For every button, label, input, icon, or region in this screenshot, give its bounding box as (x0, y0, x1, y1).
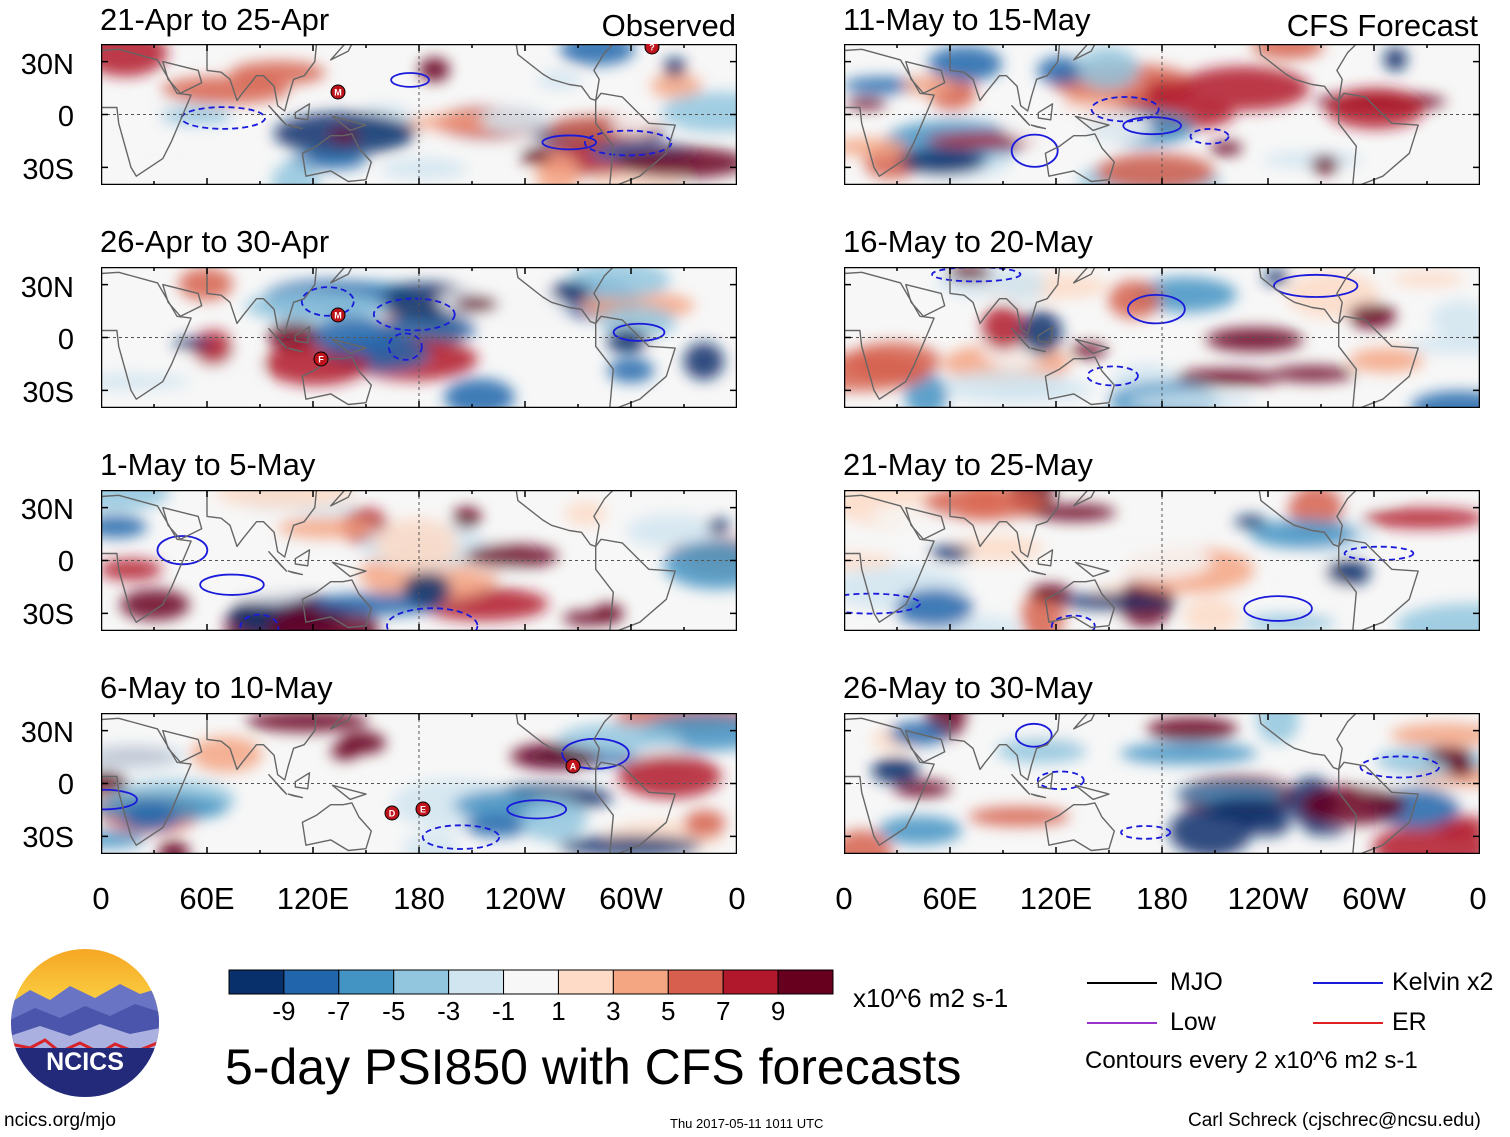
lon-tick-left-60e: 60E (179, 881, 235, 916)
map-panel-left-2: MF (101, 267, 737, 408)
lat-tick-30s-3: 30S (22, 599, 74, 631)
colorbar-tick-label: 3 (606, 996, 621, 1026)
contour-note: Contours every 2 x10^6 m2 s-1 (1085, 1047, 1418, 1074)
lat-tick-30s-2: 30S (22, 377, 74, 409)
storm-marker: A (565, 758, 581, 774)
colorbar-swatch (393, 969, 450, 995)
panel-title-right-3: 21-May to 25-May (843, 447, 1093, 482)
lat-tick-0-4: 0 (57, 769, 74, 801)
legend-mjo-line (1087, 982, 1157, 984)
lon-tick-left-120e: 120E (276, 881, 350, 916)
colorbar-tick-label: 9 (770, 996, 786, 1026)
map-panel-right-4 (844, 713, 1480, 854)
lat-tick-0-1: 0 (57, 101, 74, 133)
lon-tick-left-120w: 120W (484, 881, 566, 916)
colorbar-swatch (228, 969, 285, 995)
legend-mjo-label: MJO (1170, 968, 1223, 996)
lat-tick-30s-4: 30S (22, 822, 74, 854)
storm-marker: E (415, 801, 431, 817)
lon-tick-left-0: 0 (92, 881, 110, 916)
lon-tick-right-180: 180 (1136, 881, 1188, 916)
lat-tick-0-2: 0 (57, 324, 74, 356)
lon-tick-right-120w: 120W (1227, 881, 1309, 916)
lon-tick-left-180: 180 (393, 881, 445, 916)
panel-title-right-4: 26-May to 30-May (843, 670, 1093, 705)
colorbar-swatch (338, 969, 395, 995)
observed-label: Observed (601, 8, 736, 43)
panel-title-left-4: 6-May to 10-May (100, 670, 333, 705)
ncics-logo: NCICS (10, 948, 160, 1098)
storm-marker: M (330, 84, 346, 100)
lat-tick-30s-1: 30S (22, 154, 74, 186)
colorbar-tick-label: -3 (437, 996, 461, 1026)
lon-tick-right-60e: 60E (922, 881, 978, 916)
colorbar (228, 969, 834, 995)
panel-title-left-3: 1-May to 5-May (100, 447, 316, 482)
legend-er-line (1313, 1022, 1383, 1024)
svg-text:A: A (570, 762, 577, 772)
colorbar-swatch (777, 969, 834, 995)
legend-kelvin-line (1313, 982, 1383, 984)
footer-credit: Carl Schreck (cjschrec@ncsu.edu) (1188, 1110, 1481, 1131)
lat-tick-30n-2: 30N (20, 272, 74, 304)
lon-tick-right-120e: 120E (1019, 881, 1093, 916)
map-panel-left-4: A D E (101, 713, 737, 854)
storm-marker: D (384, 805, 400, 821)
colorbar-swatch (667, 969, 724, 995)
storm-marker: M (330, 307, 346, 323)
lon-tick-left-60w: 60W (599, 881, 663, 916)
svg-text:F: F (318, 355, 324, 365)
colorbar-tick-label: -9 (272, 996, 296, 1026)
colorbar-tick-label: 5 (661, 996, 676, 1026)
map-panel-right-1 (844, 44, 1480, 185)
legend-low-label: Low (1170, 1008, 1216, 1036)
svg-text:E: E (420, 805, 426, 815)
map-panel-left-3 (101, 490, 737, 631)
colorbar-tick-label: -1 (491, 996, 516, 1026)
footer-timestamp: Thu 2017-05-11 1011 UTC (670, 1116, 824, 1131)
colorbar-tick-label: -5 (382, 996, 406, 1026)
colorbar-swatch (448, 969, 505, 995)
svg-text:D: D (389, 809, 396, 819)
colorbar-tick-label: 7 (715, 996, 731, 1026)
svg-text:M: M (334, 88, 342, 98)
lon-tick-right-60w: 60W (1342, 881, 1406, 916)
logo-text: NCICS (46, 1048, 124, 1076)
cfs-forecast-label: CFS Forecast (1286, 8, 1478, 43)
panel-title-left-2: 26-Apr to 30-Apr (100, 224, 330, 259)
lat-tick-30n-3: 30N (20, 494, 74, 526)
legend-kelvin-label: Kelvin x2 (1392, 968, 1494, 996)
main-title: 5-day PSI850 with CFS forecasts (225, 1039, 962, 1095)
colorbar-swatch (283, 969, 340, 995)
map-panel-left-1: M? (101, 44, 737, 185)
panel-title-right-2: 16-May to 20-May (843, 224, 1093, 259)
lon-tick-right-0-end: 0 (1469, 881, 1487, 916)
svg-text:M: M (334, 311, 342, 321)
storm-marker: F (313, 351, 329, 367)
legend-er-label: ER (1392, 1008, 1427, 1036)
lon-tick-right-0: 0 (835, 881, 853, 916)
colorbar-swatch (612, 969, 669, 995)
legend-low-line (1087, 1022, 1157, 1024)
colorbar-tick-label: -7 (327, 996, 351, 1026)
map-panel-right-3 (844, 490, 1480, 631)
lat-tick-30n-4: 30N (20, 717, 74, 749)
panel-title-right-1: 11-May to 15-May (843, 2, 1091, 37)
lat-tick-30n-1: 30N (20, 49, 74, 81)
colorbar-swatch (722, 969, 779, 995)
map-panel-right-2 (844, 267, 1480, 408)
lon-tick-left-0-end: 0 (728, 881, 746, 916)
colorbar-swatch (503, 969, 559, 995)
colorbar-tick-label: 1 (551, 996, 566, 1026)
colorbar-units: x10^6 m2 s-1 (853, 983, 1009, 1013)
footer-url[interactable]: ncics.org/mjo (4, 1110, 116, 1131)
storm-marker: ? (644, 44, 660, 55)
colorbar-swatch (557, 969, 614, 995)
lat-tick-0-3: 0 (57, 546, 74, 578)
svg-text:?: ? (649, 44, 655, 53)
panel-title-left-1: 21-Apr to 25-Apr (100, 2, 330, 37)
